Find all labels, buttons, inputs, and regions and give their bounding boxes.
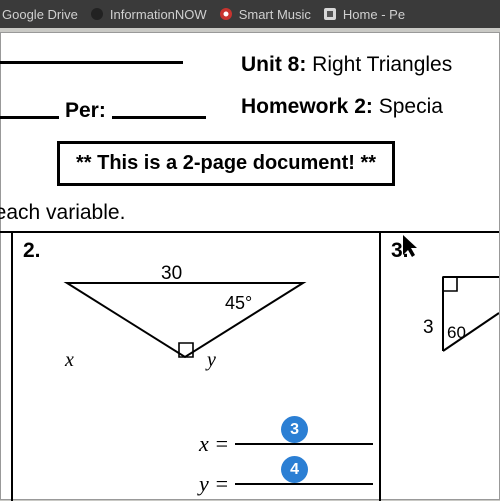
notice-box: ** This is a 2-page document! ** (57, 141, 395, 186)
answer-row-x: x = 3 (199, 431, 373, 457)
smartmusic-icon (219, 7, 233, 21)
answer-x-label: x = (199, 431, 229, 457)
hw-text: Specia (379, 95, 443, 118)
worksheet-page: Unit 8: Right Triangles Per: Homework 2:… (0, 32, 500, 500)
instruction-text: f each variable. (0, 201, 125, 225)
name-blank (0, 61, 183, 64)
problem-1-column (0, 233, 13, 501)
answer-row-y: y = 4 (199, 471, 373, 497)
home-icon (323, 7, 337, 21)
per-blank-left (0, 116, 59, 119)
inow-icon (90, 7, 104, 21)
bookmark-smart-music[interactable]: Smart Music (219, 7, 311, 22)
side-label-30: 30 (161, 263, 182, 285)
bookmark-label: Google Drive (2, 7, 78, 22)
unit-label: Unit 8: (241, 53, 306, 76)
per-label: Per: (65, 99, 106, 123)
problem-grid: 2. 30 45° x y x = 3 y = (0, 231, 499, 501)
unit-text: Right Triangles (312, 53, 452, 76)
unit-title: Unit 8: Right Triangles (241, 53, 452, 77)
side-label-3: 3 (423, 317, 434, 339)
triangle-svg (57, 273, 313, 367)
problem-3-cell: 3. 3 60 (381, 233, 499, 501)
answer-badge-y[interactable]: 4 (281, 456, 308, 483)
variable-x: x (65, 349, 74, 372)
answer-x-blank[interactable]: 3 (235, 443, 373, 445)
bookmark-google-drive[interactable]: Google Drive (2, 7, 78, 22)
bookmark-home[interactable]: Home - Pe (323, 7, 405, 22)
hw-label: Homework 2: (241, 95, 373, 118)
bookmark-label: Home - Pe (343, 7, 405, 22)
homework-title: Homework 2: Specia (241, 95, 443, 119)
triangle-3-svg (439, 273, 499, 363)
angle-label-45: 45° (225, 293, 252, 314)
problem-number: 2. (23, 239, 369, 263)
bookmark-informationnow[interactable]: InformationNOW (90, 7, 207, 22)
answer-lines: x = 3 y = 4 (199, 417, 373, 497)
angle-label-60: 60 (447, 323, 466, 343)
bookmarks-bar: Google Drive InformationNOW Smart Music … (0, 0, 500, 28)
period-row: Per: (0, 99, 206, 123)
per-blank-right (112, 116, 206, 119)
worksheet-header: Unit 8: Right Triangles Per: Homework 2:… (1, 33, 499, 61)
mouse-cursor-icon (401, 233, 419, 265)
answer-y-label: y = (199, 471, 229, 497)
bookmark-label: InformationNOW (110, 7, 207, 22)
problem-2-cell: 2. 30 45° x y x = 3 y = (13, 233, 381, 501)
bookmark-label: Smart Music (239, 7, 311, 22)
answer-badge-x[interactable]: 3 (281, 416, 308, 443)
answer-y-blank[interactable]: 4 (235, 483, 373, 485)
variable-y: y (207, 349, 216, 372)
triangle-diagram: 30 45° x y (23, 267, 369, 407)
